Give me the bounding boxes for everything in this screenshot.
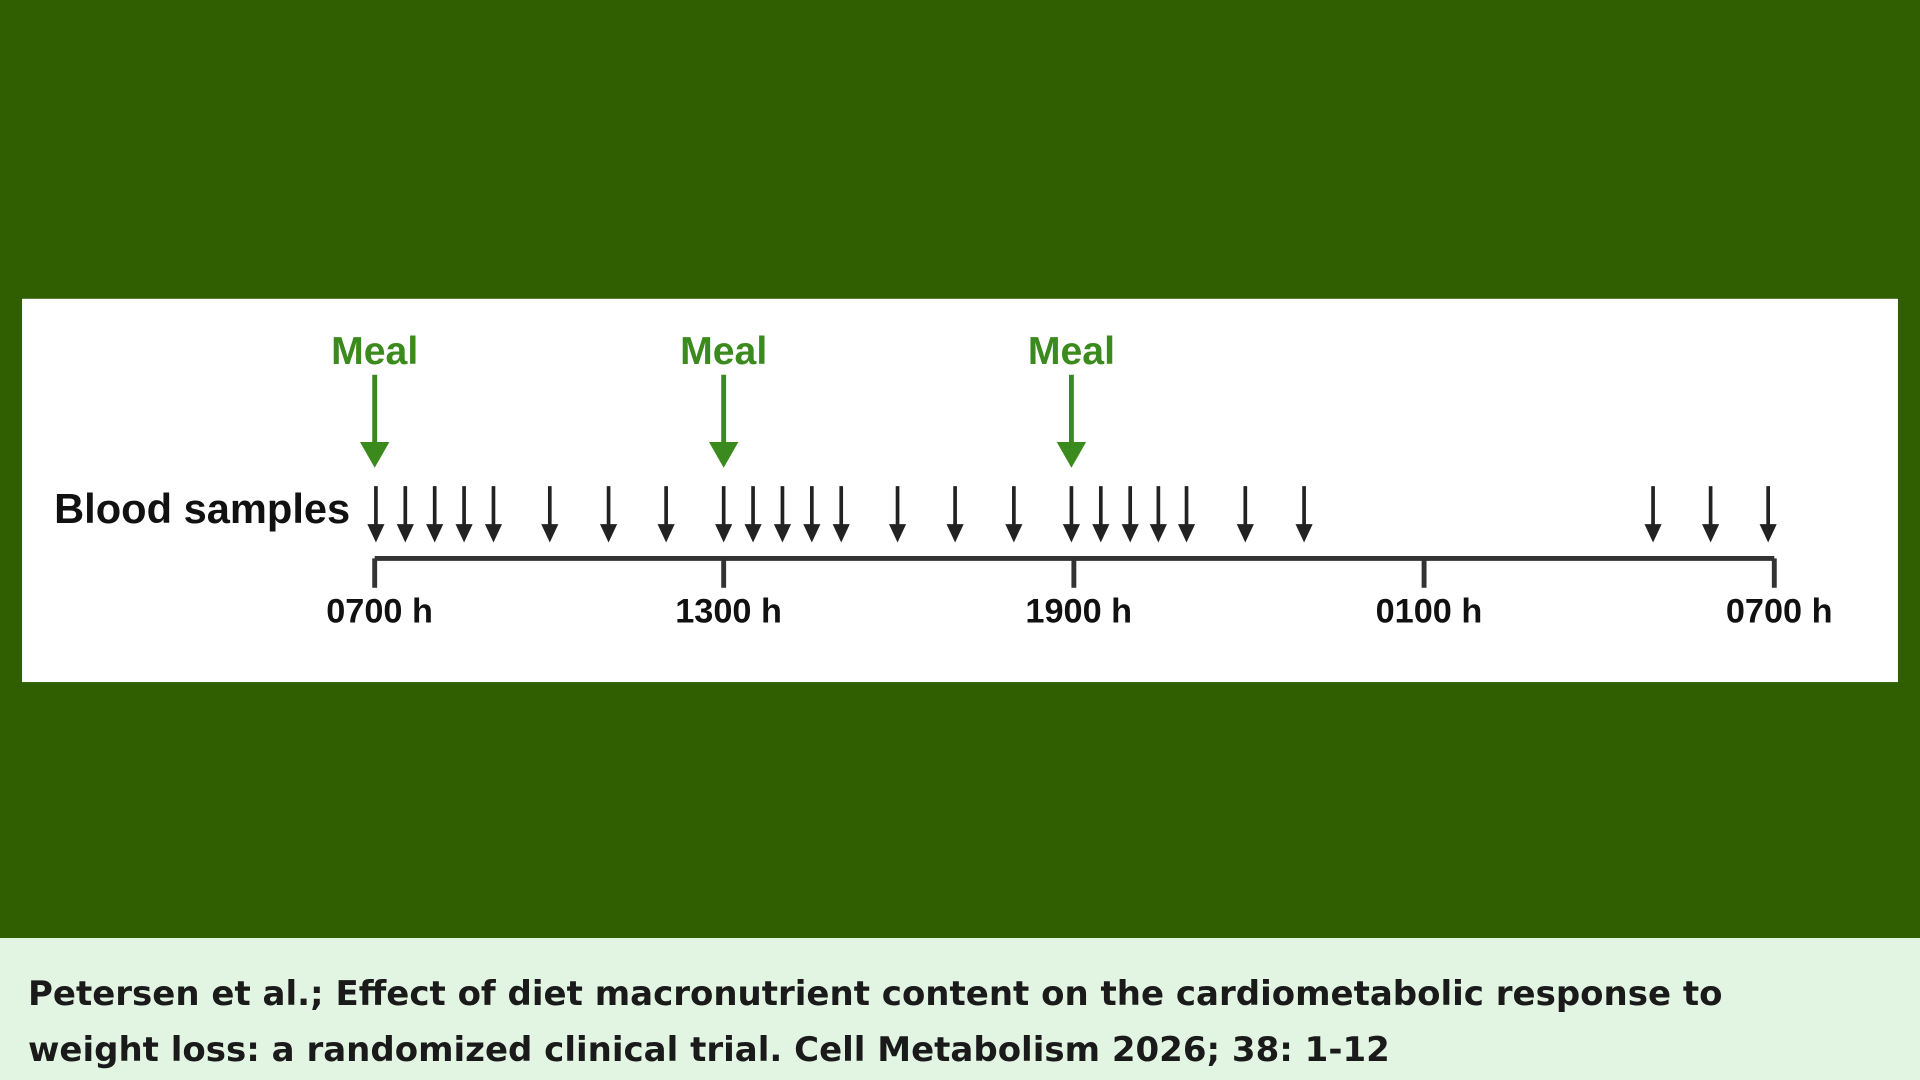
time-label: 0700 h <box>1726 593 1833 631</box>
sample-arrow-head <box>396 524 414 543</box>
sample-arrow-head <box>1121 524 1139 543</box>
meal-arrow-head <box>708 442 739 468</box>
sample-arrow-head <box>744 524 762 543</box>
footer: Petersen et al.; Effect of diet macronut… <box>0 938 1920 1080</box>
citation: Petersen et al.; Effect of diet macronut… <box>28 974 1723 1070</box>
sample-arrow-head <box>773 524 792 543</box>
panel <box>22 298 1898 683</box>
sample-arrow-head <box>541 524 559 543</box>
time-label: 0100 h <box>1376 593 1483 631</box>
sample-arrow-head <box>1702 524 1720 543</box>
meal-arrow-head <box>1056 442 1087 468</box>
sample-arrow-head <box>803 524 821 543</box>
time-label: 1900 h <box>1025 593 1132 631</box>
sample-arrow-head <box>1759 524 1777 543</box>
sample-arrow-head <box>1149 524 1167 543</box>
sample-arrow-head <box>600 524 618 543</box>
sample-arrow-head <box>946 524 964 543</box>
sample-arrow-head <box>657 524 675 543</box>
sample-arrow-head <box>1005 524 1023 543</box>
timeline-elements: 0700 h 1300 h 1900 h 0100 h 0700 h Meal Meal Me… <box>326 330 1832 630</box>
meal-arrow-head <box>360 442 390 468</box>
sample-arrow-head <box>1062 524 1080 543</box>
sample-arrow-head <box>1177 524 1196 543</box>
sample-arrow-head <box>888 524 907 543</box>
time-label: 1300 h <box>675 593 782 631</box>
sample-arrow-head <box>455 524 473 543</box>
sample-arrow-head <box>367 524 385 543</box>
figure: Blood samples 0700 h 1300 h 1900 h 0100 h 07… <box>22 298 1898 683</box>
sample-arrow-head <box>715 524 733 543</box>
meal-label: Meal <box>331 330 418 373</box>
sample-arrow-head <box>832 524 850 543</box>
time-label: 0700 h <box>326 593 433 631</box>
meal-label: Meal <box>1028 330 1115 373</box>
sample-arrow-head <box>1236 524 1254 543</box>
sample-arrow-head <box>1092 524 1110 543</box>
sample-arrow-head <box>484 524 503 543</box>
meal-label: Meal <box>680 330 767 373</box>
sample-arrow-head <box>1644 524 1662 543</box>
sample-arrow-head <box>1295 524 1313 543</box>
samples-label: Blood samples <box>54 485 350 532</box>
sample-arrow-head <box>426 524 444 543</box>
